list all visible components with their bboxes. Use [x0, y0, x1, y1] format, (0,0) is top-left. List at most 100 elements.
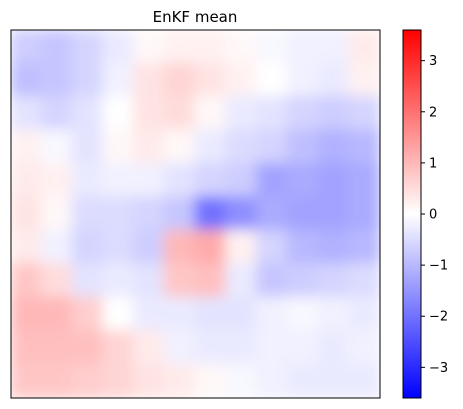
heatmap-cell: [133, 162, 166, 199]
heatmap-cell: [225, 95, 258, 132]
heatmap-cell: [286, 162, 320, 199]
heatmap-cell: [71, 162, 105, 199]
heatmap-cell: [194, 62, 228, 98]
heatmap-cell: [11, 95, 43, 132]
heatmap-cell: [225, 30, 258, 65]
heatmap-cell: [133, 30, 166, 65]
heatmap-cell: [11, 363, 43, 398]
heatmap-cell: [348, 196, 380, 232]
heatmap-cell: [256, 330, 289, 366]
heatmap-cell: [317, 330, 351, 366]
heatmap-cell: [256, 62, 289, 98]
heatmap-cell: [102, 330, 135, 366]
heatmap-cell: [317, 30, 351, 65]
plot-frame: [10, 29, 381, 399]
heatmap-cell: [163, 263, 197, 299]
heatmap-cell: [133, 296, 166, 333]
heatmap-cell: [194, 129, 228, 165]
heatmap-cell: [163, 296, 197, 333]
heatmap-cell: [348, 330, 380, 366]
heatmap-cell: [163, 363, 197, 398]
heatmap-cell: [133, 330, 166, 366]
heatmap-cell: [317, 229, 351, 266]
heatmap-cell: [102, 263, 135, 299]
colorbar-tick-label: 2: [429, 105, 437, 120]
chart-title: EnKF mean: [153, 8, 238, 26]
heatmap-cell: [225, 129, 258, 165]
heatmap-cell: [348, 162, 380, 199]
heatmap-cell: [317, 296, 351, 333]
heatmap-cell: [194, 229, 228, 266]
heatmap-cell: [133, 363, 166, 398]
heatmap-cell: [71, 129, 105, 165]
heatmap-cell: [317, 263, 351, 299]
heatmap-cell: [225, 263, 258, 299]
heatmap-cell: [40, 263, 74, 299]
heatmap-cell: [163, 229, 197, 266]
heatmap-cell: [102, 62, 135, 98]
heatmap-cell: [256, 263, 289, 299]
heatmap-cell: [40, 30, 74, 65]
heatmap-cell: [133, 95, 166, 132]
heatmap-cell: [11, 162, 43, 199]
heatmap-cell: [194, 196, 228, 232]
heatmap-cell: [317, 363, 351, 398]
heatmap-cell: [225, 296, 258, 333]
heatmap-cell: [40, 196, 74, 232]
heatmap-cell: [163, 62, 197, 98]
heatmap-cell: [11, 30, 43, 65]
heatmap-cell: [348, 229, 380, 266]
heatmap-cell: [348, 62, 380, 98]
heatmap-cell: [11, 263, 43, 299]
heatmap-cell: [225, 363, 258, 398]
heatmap-cell: [102, 95, 135, 132]
heatmap-cell: [163, 330, 197, 366]
heatmap-cell: [286, 229, 320, 266]
heatmap-cell: [317, 129, 351, 165]
heatmap-cell: [40, 229, 74, 266]
heatmap-cell: [102, 296, 135, 333]
heatmap-cell: [194, 263, 228, 299]
heatmap-cell: [102, 162, 135, 199]
heatmap-cell: [163, 196, 197, 232]
heatmap-cell: [40, 296, 74, 333]
colorbar-tick-label: 1: [429, 156, 437, 171]
heatmap-cell: [256, 296, 289, 333]
colorbar-tick-label: −1: [429, 259, 448, 274]
heatmap-cell: [102, 129, 135, 165]
heatmap-cell: [71, 196, 105, 232]
heatmap-cell: [348, 129, 380, 165]
heatmap-cell: [225, 162, 258, 199]
heatmap-cell: [256, 363, 289, 398]
heatmap-cell: [348, 95, 380, 132]
colorbar-tick-label: 3: [429, 54, 437, 69]
heatmap-cell: [102, 196, 135, 232]
heatmap-cell: [256, 196, 289, 232]
heatmap-cell: [194, 296, 228, 333]
heatmap-cell: [133, 263, 166, 299]
heatmap-cell: [102, 229, 135, 266]
heatmap-cell: [163, 129, 197, 165]
heatmap-cell: [256, 30, 289, 65]
heatmap-cell: [194, 95, 228, 132]
heatmap-cell: [40, 129, 74, 165]
heatmap-cell: [71, 330, 105, 366]
heatmap-cell: [286, 296, 320, 333]
heatmap-cell: [256, 229, 289, 266]
heatmap-cell: [71, 62, 105, 98]
heatmap-cell: [133, 129, 166, 165]
heatmap-cell: [11, 330, 43, 366]
heatmap-cell: [256, 129, 289, 165]
colorbar-tick-label: −3: [429, 361, 448, 376]
heatmap-cell: [11, 196, 43, 232]
heatmap-cell: [11, 62, 43, 98]
heatmap-cell: [102, 363, 135, 398]
heatmap-cell: [40, 330, 74, 366]
heatmap-cell: [71, 229, 105, 266]
heatmap-cell: [11, 129, 43, 165]
heatmap-cell: [225, 62, 258, 98]
heatmap-cell: [40, 95, 74, 132]
heatmap-cell: [163, 30, 197, 65]
colorbar: [402, 29, 422, 399]
heatmap-cell: [133, 62, 166, 98]
